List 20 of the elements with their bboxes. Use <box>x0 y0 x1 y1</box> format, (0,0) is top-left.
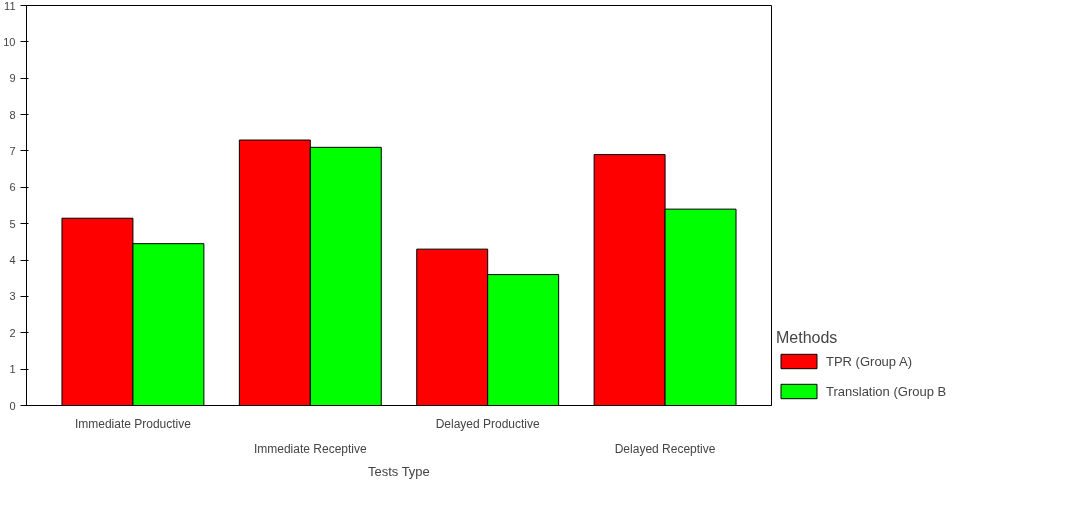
x-tick-label: Immediate Receptive <box>253 441 367 456</box>
y-tick-label: 6 <box>9 181 16 194</box>
y-tick-label: 11 <box>4 0 16 12</box>
y-tick-label: 9 <box>9 72 16 85</box>
y-tick-label: 5 <box>9 217 16 230</box>
x-axis-title: Tests Type <box>367 463 430 479</box>
y-tick-label: 2 <box>9 326 16 339</box>
y-tick-label: 0 <box>9 399 16 412</box>
y-tick-label: 4 <box>9 254 16 267</box>
x-tick-label: Delayed Productive <box>435 416 541 431</box>
legend-label: Translation (Group B <box>826 383 947 399</box>
x-tick-label: Delayed Receptive <box>614 441 716 456</box>
legend-title: Methods <box>776 329 839 347</box>
y-tick-label: 8 <box>9 108 16 121</box>
x-tick-label: Immediate Productive <box>74 416 192 431</box>
legend-label: TPR (Group A) <box>826 353 912 369</box>
y-tick-label: 3 <box>9 290 16 303</box>
y-tick-label: 1 <box>9 363 16 376</box>
y-tick-label: 7 <box>9 144 16 157</box>
y-tick-label: 10 <box>3 35 16 48</box>
